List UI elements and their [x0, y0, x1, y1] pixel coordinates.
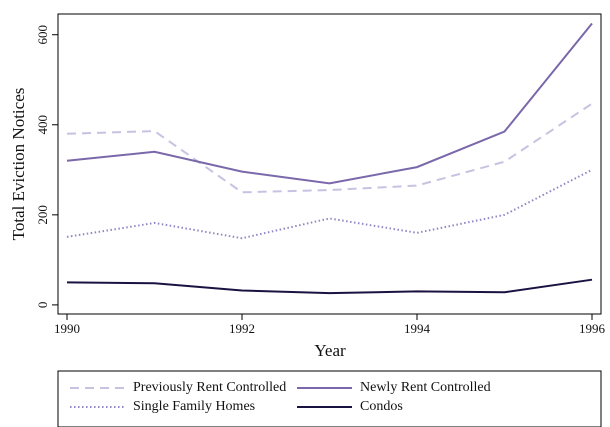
y-tick-label: 200	[35, 205, 50, 225]
legend-box	[57, 370, 602, 427]
series-line	[66, 102, 593, 194]
x-tick-label: 1990	[54, 321, 80, 336]
legend-label: Previously Rent Controlled	[133, 380, 286, 395]
plot-frame	[57, 13, 602, 315]
y-tick-label: 0	[35, 302, 50, 309]
y-axis-title: Total Eviction Notices	[9, 88, 28, 241]
y-tick-label: 400	[35, 115, 50, 135]
x-tick-label: 1996	[579, 321, 606, 336]
legend-label: Condos	[360, 399, 403, 414]
series-line	[66, 278, 593, 295]
y-tick-label: 600	[35, 25, 50, 45]
series-line	[66, 168, 593, 240]
x-tick-label: 1992	[229, 321, 255, 336]
x-tick-label: 1994	[404, 321, 431, 336]
legend-label: Newly Rent Controlled	[360, 380, 491, 395]
x-axis-title: Year	[314, 341, 346, 360]
series-line	[66, 22, 593, 185]
legend-label: Single Family Homes	[133, 399, 255, 414]
